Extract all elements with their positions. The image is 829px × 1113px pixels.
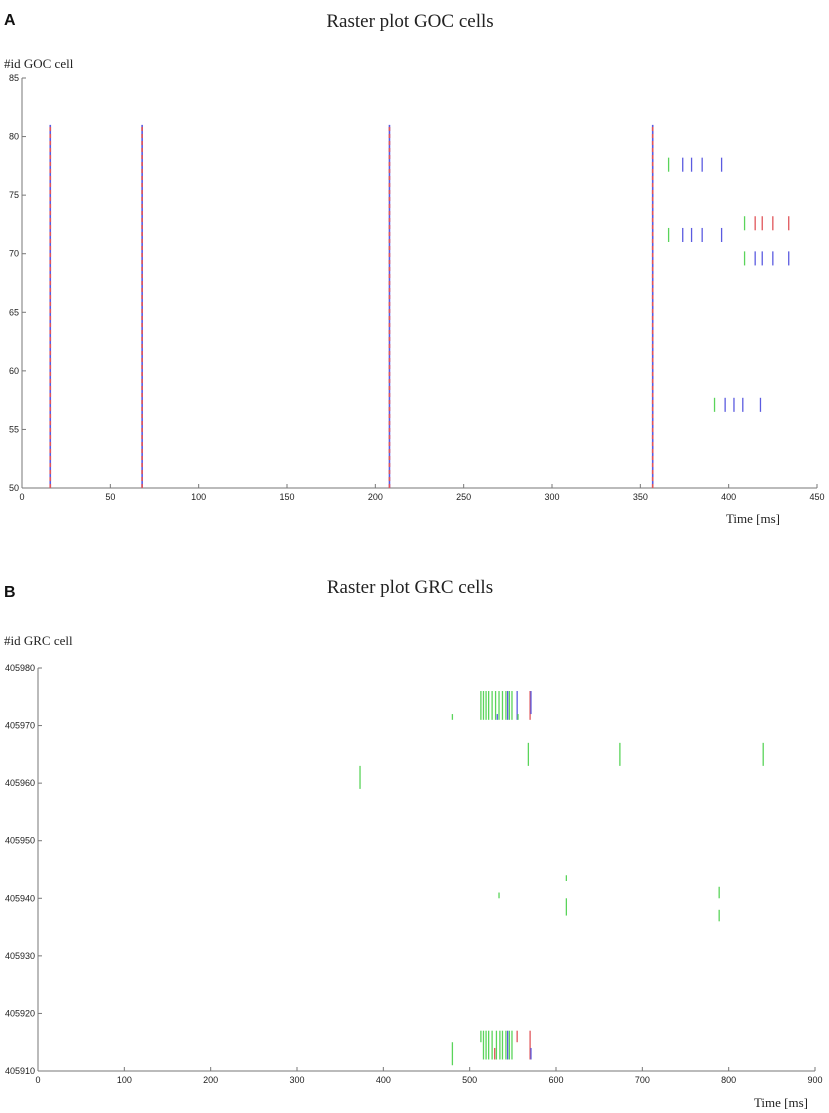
x-tick-label: 100 — [191, 492, 206, 502]
panel-a: A Raster plot GOC cells #id GOC cell Tim… — [4, 11, 825, 526]
x-tick-label: 800 — [721, 1075, 736, 1085]
panel-a-ylabel: #id GOC cell — [4, 56, 74, 71]
x-tick-label: 200 — [203, 1075, 218, 1085]
panel-a-marks — [49, 124, 790, 488]
x-tick-label: 700 — [635, 1075, 650, 1085]
y-tick-label: 80 — [9, 132, 19, 142]
y-tick-label: 85 — [9, 73, 19, 83]
x-tick-label: 200 — [368, 492, 383, 502]
panel-b-label: B — [4, 584, 16, 601]
y-tick-label: 55 — [9, 424, 19, 434]
y-tick-label: 405980 — [5, 663, 35, 673]
x-tick-label: 400 — [376, 1075, 391, 1085]
x-tick-label: 0 — [19, 492, 24, 502]
y-tick-label: 50 — [9, 483, 19, 493]
x-tick-label: 0 — [35, 1075, 40, 1085]
panel-a-axes: 0 50 100 150 200 250 300 350 400 4505055606570758… — [9, 73, 825, 502]
x-tick-label: 50 — [105, 492, 115, 502]
panel-b-xlabel: Time [ms] — [754, 1095, 808, 1110]
panel-a-xlabel: Time [ms] — [726, 511, 780, 526]
x-tick-label: 300 — [289, 1075, 304, 1085]
panel-b-title: Raster plot GRC cells — [327, 577, 493, 598]
y-tick-label: 405930 — [5, 951, 35, 961]
y-tick-label: 405910 — [5, 1066, 35, 1076]
y-tick-label: 65 — [9, 307, 19, 317]
y-tick-label: 405960 — [5, 778, 35, 788]
y-tick-label: 405940 — [5, 893, 35, 903]
panel-b: B Raster plot GRC cells #id GRC cell Tim… — [4, 577, 823, 1110]
panel-a-title: Raster plot GOC cells — [326, 11, 493, 32]
y-tick-label: 60 — [9, 366, 19, 376]
panel-a-label: A — [4, 12, 16, 29]
panel-b-marks — [359, 691, 764, 1066]
y-tick-label: 405950 — [5, 836, 35, 846]
x-tick-label: 300 — [544, 492, 559, 502]
x-tick-label: 250 — [456, 492, 471, 502]
x-tick-label: 350 — [633, 492, 648, 502]
y-tick-label: 405920 — [5, 1008, 35, 1018]
x-tick-label: 100 — [117, 1075, 132, 1085]
x-tick-label: 500 — [462, 1075, 477, 1085]
y-tick-label: 75 — [9, 190, 19, 200]
y-tick-label: 70 — [9, 249, 19, 259]
x-tick-label: 150 — [279, 492, 294, 502]
x-tick-label: 400 — [721, 492, 736, 502]
panel-b-ylabel: #id GRC cell — [4, 633, 73, 648]
x-tick-label: 900 — [807, 1075, 822, 1085]
x-tick-label: 600 — [548, 1075, 563, 1085]
y-tick-label: 405970 — [5, 721, 35, 731]
x-tick-label: 450 — [809, 492, 824, 502]
panel-b-axes: 0 100 200 300 400 500 600 700 800 900 405910 405920… — [5, 663, 823, 1085]
